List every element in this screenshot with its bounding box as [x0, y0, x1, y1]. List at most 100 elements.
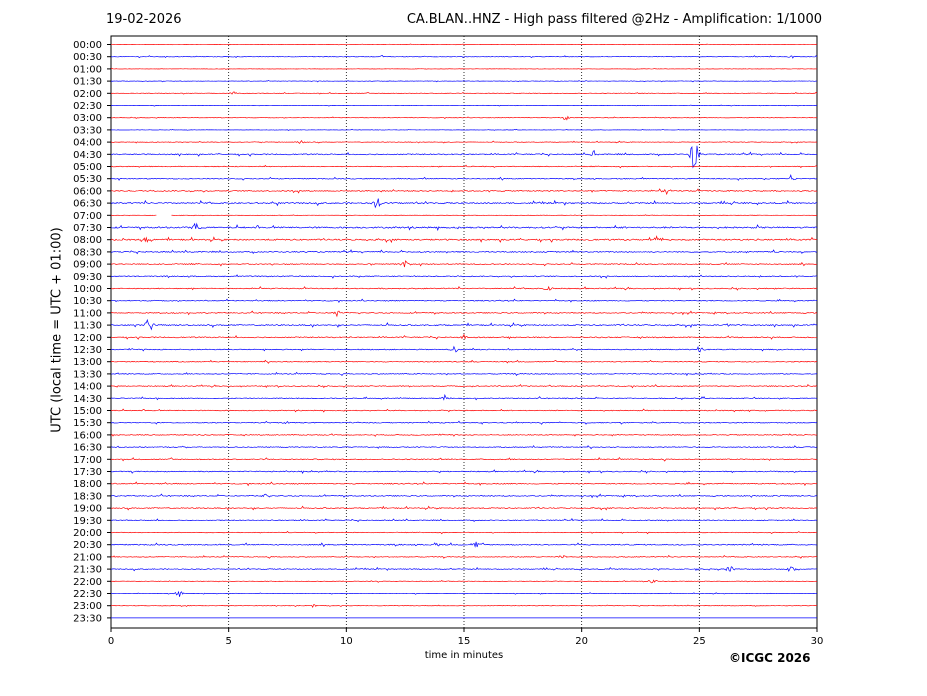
row-time-label: 21:30 — [73, 565, 102, 576]
row-time-label: 12:00 — [73, 333, 102, 344]
trace-2300 — [110, 604, 818, 609]
row-time-label: 06:00 — [73, 186, 102, 197]
trace-0630 — [110, 198, 818, 209]
chart-title: CA.BLAN..HNZ - High pass filtered @2Hz -… — [406, 12, 822, 27]
trace-0830 — [110, 249, 818, 255]
row-time-label: 06:30 — [73, 199, 102, 210]
row-time-label: 20:00 — [73, 528, 102, 539]
row-time-label: 01:30 — [73, 77, 102, 88]
row-time-label: 00:00 — [73, 40, 102, 51]
row-time-label: 04:30 — [73, 150, 102, 161]
trace-0330 — [110, 128, 818, 131]
trace-0230 — [110, 104, 817, 107]
trace-1500 — [110, 408, 818, 413]
trace-0900 — [110, 260, 818, 268]
row-time-label: 19:30 — [73, 516, 102, 527]
row-time-label: 16:00 — [73, 430, 102, 441]
trace-2100 — [110, 554, 818, 559]
row-time-label: 11:30 — [73, 321, 102, 332]
row-time-label: 14:30 — [73, 394, 102, 405]
row-time-label: 08:30 — [73, 247, 102, 258]
row-time-label: 16:30 — [73, 443, 102, 454]
row-time-label: 20:30 — [73, 540, 102, 551]
trace-2130 — [110, 566, 818, 572]
row-time-label: 22:30 — [73, 589, 102, 600]
trace-1430 — [110, 393, 818, 401]
row-time-label: 03:30 — [73, 125, 102, 136]
trace-1800 — [110, 481, 818, 487]
x-tick-label: 15 — [458, 636, 471, 647]
trace-1830 — [110, 493, 818, 499]
x-tick-label: 10 — [340, 636, 353, 647]
trace-0030 — [110, 55, 818, 59]
row-time-label: 07:30 — [73, 223, 102, 234]
trace-1700 — [110, 456, 818, 462]
trace-1200 — [110, 333, 818, 340]
row-time-label: 21:00 — [73, 552, 102, 563]
row-time-label: 17:00 — [73, 455, 102, 466]
trace-1400 — [110, 383, 818, 389]
row-time-label: 13:00 — [73, 357, 102, 368]
row-time-label: 04:00 — [73, 138, 102, 149]
trace-1230 — [110, 345, 818, 353]
trace-0200 — [110, 91, 818, 95]
trace-0300 — [110, 115, 818, 121]
date-label: 19-02-2026 — [106, 12, 182, 27]
trace-1130 — [110, 318, 818, 331]
row-time-label: 05:30 — [73, 174, 102, 185]
trace-0800 — [110, 235, 818, 244]
x-tick-label: 0 — [108, 636, 114, 647]
trace-1000 — [110, 285, 818, 291]
trace-0730 — [110, 222, 818, 232]
row-time-label: 15:00 — [73, 406, 102, 417]
trace-1330 — [110, 371, 818, 377]
trace-0430 — [110, 145, 818, 169]
row-time-label: 23:00 — [73, 601, 102, 612]
trace-0700 — [110, 214, 818, 217]
row-time-label: 22:00 — [73, 577, 102, 588]
row-time-label: 18:00 — [73, 479, 102, 490]
trace-0500 — [110, 164, 818, 169]
trace-0000 — [110, 43, 818, 46]
row-time-label: 03:00 — [73, 113, 102, 124]
row-time-label: 11:00 — [73, 308, 102, 319]
x-tick-label: 5 — [225, 636, 231, 647]
trace-0600 — [110, 188, 818, 196]
row-time-label: 00:30 — [73, 52, 102, 63]
x-tick-label: 20 — [575, 636, 588, 647]
trace-1900 — [110, 505, 818, 511]
row-time-label: 14:00 — [73, 382, 102, 393]
trace-1630 — [110, 445, 818, 450]
row-time-label: 12:30 — [73, 345, 102, 356]
row-time-label: 23:30 — [73, 613, 102, 624]
trace-0930 — [110, 274, 818, 279]
trace-2000 — [110, 530, 818, 535]
seismic-traces — [110, 43, 818, 619]
x-tick-label: 30 — [811, 636, 824, 647]
row-time-label: 05:00 — [73, 162, 102, 173]
trace-1600 — [110, 433, 818, 437]
row-time-label: 15:30 — [73, 418, 102, 429]
row-time-label: 08:00 — [73, 235, 102, 246]
x-tick-label: 25 — [693, 636, 706, 647]
trace-2230 — [110, 590, 818, 597]
trace-0530 — [110, 173, 818, 181]
x-axis-ticks: 0 5 10 15 20 25 30 — [108, 628, 824, 647]
vertical-grid — [228, 36, 700, 628]
axes-frame — [110, 35, 818, 629]
trace-1030 — [110, 298, 818, 304]
copyright-label: ©ICGC 2026 — [729, 651, 811, 665]
row-time-label: 02:00 — [73, 89, 102, 100]
row-time-label: 01:00 — [73, 64, 102, 75]
trace-0100 — [110, 68, 818, 70]
trace-1930 — [110, 518, 818, 523]
trace-0130 — [110, 79, 818, 83]
row-time-label: 07:00 — [73, 211, 102, 222]
row-time-label: 02:30 — [73, 101, 102, 112]
row-time-label: 10:00 — [73, 284, 102, 295]
row-time-label: 09:00 — [73, 260, 102, 271]
axes-border — [110, 35, 818, 629]
row-time-label: 10:30 — [73, 296, 102, 307]
